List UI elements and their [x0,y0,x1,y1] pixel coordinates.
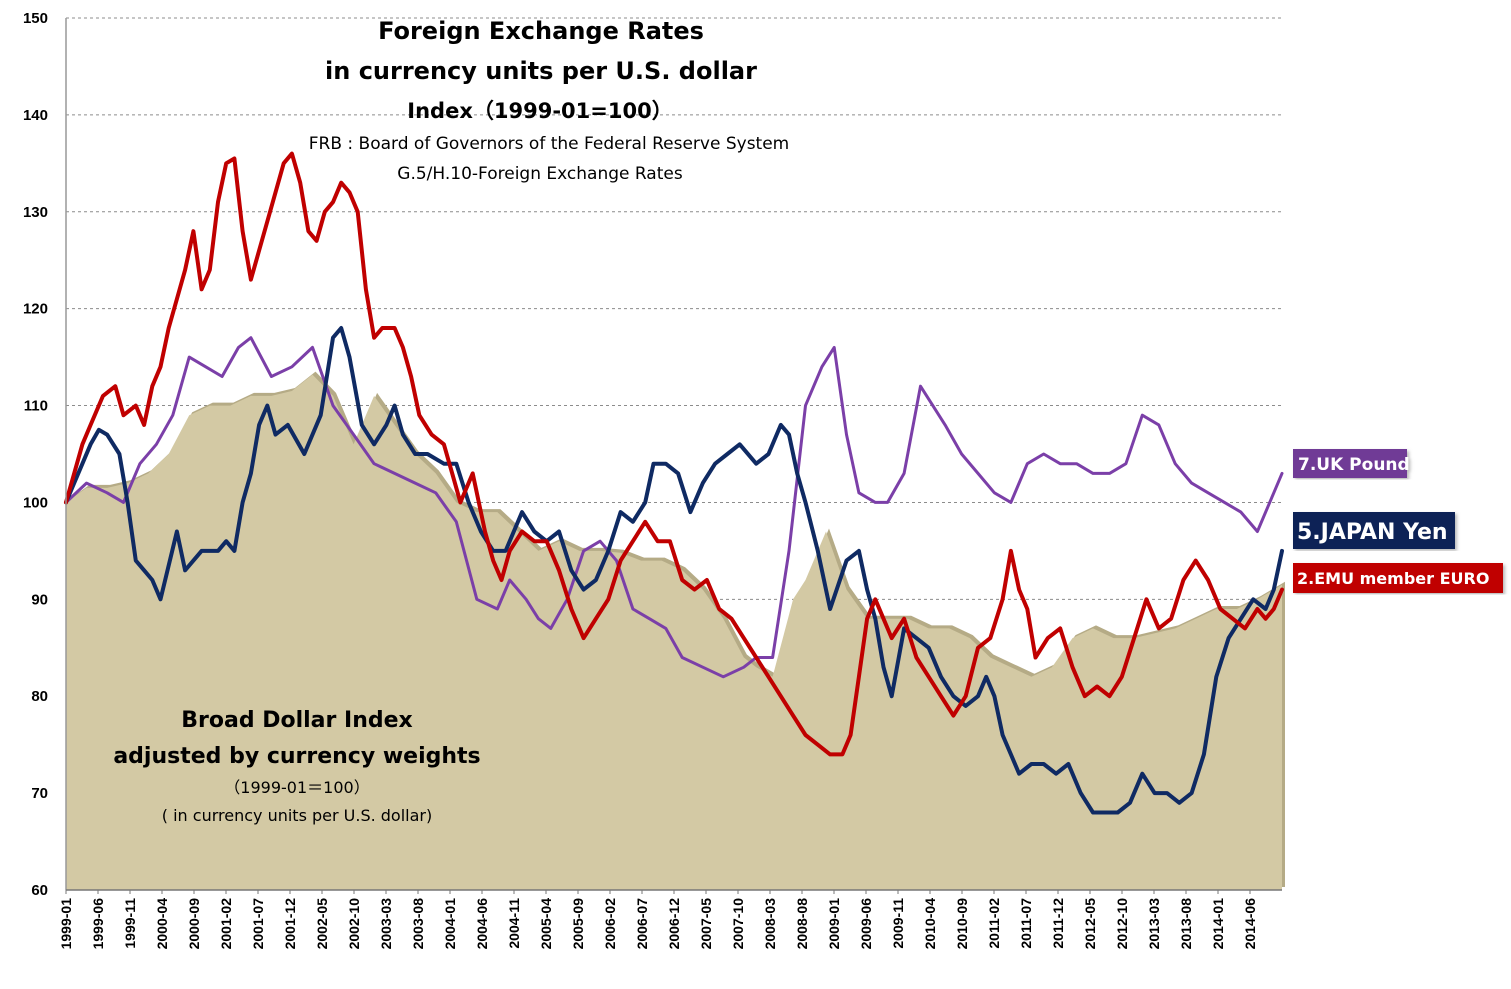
series-layer [64,151,1285,891]
y-tick-label: 120 [23,301,48,318]
x-tick-label: 2009-06 [858,898,874,950]
x-tick-label: 2001-02 [218,898,234,950]
x-tick-label: 2000-04 [154,898,170,950]
x-tick-label: 2006-07 [634,898,650,950]
series-area-broad-dollar-index [66,374,1282,891]
y-tick-label: 150 [23,10,48,27]
x-tick-label: 2013-03 [1146,898,1162,950]
x-tick-label: 2001-07 [250,898,266,950]
chart-index-label: Index（1999-01=100） [407,99,672,123]
x-tick-label: 2007-10 [730,898,746,950]
chart-source-line1: FRB : Board of Governors of the Federal … [309,134,789,154]
area-label-line3: （1999-01＝100） [224,778,369,797]
x-tick-label: 2009-11 [890,898,906,949]
y-tick-label: 60 [31,882,48,899]
series-line-5-japan-yen [64,326,1284,815]
x-tick-label: 2006-12 [666,898,682,950]
y-tick-label: 70 [31,785,48,802]
x-axis: 1999-01 1999-06 1999-11 2000-04 2000-09 2001-… [58,890,1258,949]
x-tick-label: 2014-01 [1210,898,1226,950]
y-tick-label: 110 [24,398,48,415]
x-tick-label: 2008-03 [762,898,778,950]
x-tick-label: 2012-10 [1114,898,1130,950]
x-tick-label: 2006-02 [602,898,618,950]
legend-uk-pound: 7.UK Pound [1293,449,1410,478]
legend-emu-euro-box [1293,563,1503,593]
x-tick-label: 2007-05 [698,898,714,950]
x-tick-label: 2013-08 [1178,898,1194,950]
y-tick-label: 80 [31,688,48,705]
x-tick-label: 2010-09 [954,898,970,950]
x-tick-label: 2001-12 [282,898,298,950]
x-tick-label: 2003-08 [410,898,426,950]
x-tick-label: 2000-09 [186,898,202,950]
x-tick-label: 2004-11 [506,898,522,949]
x-tick-label: 1999-11 [122,898,138,949]
x-tick-label: 2003-03 [378,898,394,950]
x-tick-label: 2004-06 [474,898,490,950]
legend-japan-yen-box [1293,512,1455,549]
x-tick-label: 2011-12 [1050,898,1066,949]
chart-subtitle: in currency units per U.S. dollar [325,57,757,85]
x-tick-label: 2009-01 [826,898,842,950]
x-tick-label: 2002-05 [314,898,330,950]
legend-japan-yen-label: 5.JAPAN Yen [1297,520,1448,545]
series-line-2-emu-member-euro [64,151,1284,757]
x-tick-label: 2011-02 [986,898,1002,949]
x-tick-label: 2002-10 [346,898,362,950]
x-tick-label: 1999-01 [58,898,74,950]
x-tick-label: 2010-04 [922,898,938,950]
legend-emu-euro: 2.EMU member EURO [1293,563,1503,593]
x-tick-label: 2011-07 [1018,898,1034,949]
x-tick-label: 2012-05 [1082,898,1098,950]
area-label-line1: Broad Dollar Index [181,708,413,733]
y-tick-label: 90 [31,591,48,608]
x-tick-label: 2008-08 [794,898,810,950]
x-tick-label: 2005-04 [538,898,554,950]
legend-uk-pound-label: 7.UK Pound [1298,455,1410,475]
y-tick-label: 140 [23,107,48,124]
legend-uk-pound-box [1293,449,1407,478]
chart-title: Foreign Exchange Rates [378,17,704,45]
legend-emu-euro-label: 2.EMU member EURO [1297,569,1489,588]
x-tick-label: 2014-06 [1242,898,1258,950]
y-tick-label: 100 [23,494,48,511]
legend-japan-yen: 5.JAPAN Yen [1293,512,1455,549]
x-tick-label: 2004-01 [442,898,458,950]
area-label-line2: adjusted by currency weights [113,744,480,769]
y-axis: 60 70 80 90 100 110 120 130 140 150 [23,10,48,899]
x-tick-label: 1999-06 [90,898,106,950]
y-tick-label: 130 [23,204,48,221]
series-line-7-uk-pound [64,336,1284,679]
x-tick-label: 2005-09 [570,898,586,950]
area-label-line4: ( in currency units per U.S. dollar) [162,806,432,825]
chart-source-line2: G.5/H.10-Foreign Exchange Rates [397,164,683,184]
